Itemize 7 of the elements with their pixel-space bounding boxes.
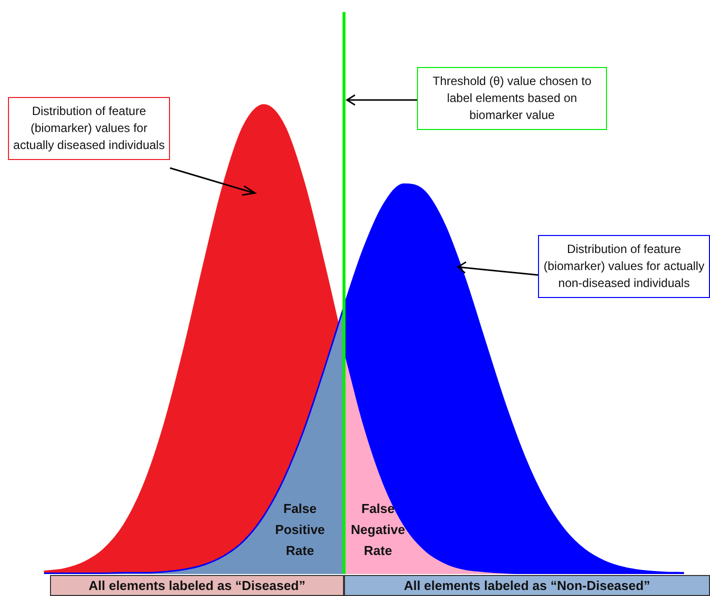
annotation: Threshold (θ) value chosen to label elements based on biomarker value (417, 67, 607, 130)
series-label: False Negative Rate (350, 500, 406, 560)
text: All elements labeled as “Non-Diseased” (344, 575, 710, 596)
annotation: Distribution of feature (biomarker) values for actually diseased individuals (8, 97, 170, 160)
annotation: Distribution of feature (biomarker) values for actually non-diseased individuals (538, 235, 710, 298)
series-label: False Positive Rate (274, 500, 326, 560)
text: All elements labeled as “Diseased” (50, 575, 344, 596)
